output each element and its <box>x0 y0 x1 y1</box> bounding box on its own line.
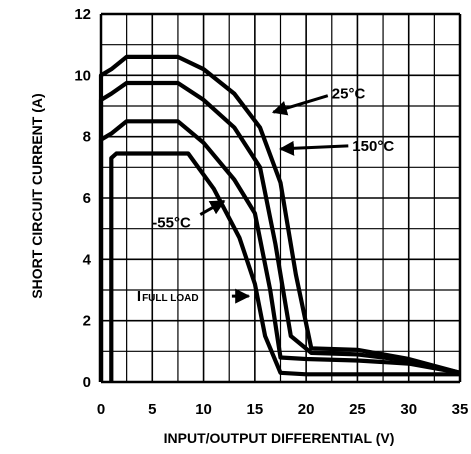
series-25c-line <box>98 54 461 382</box>
annotation-a150-arrow <box>279 140 349 156</box>
x-tick-label: 20 <box>298 401 315 418</box>
y-axis-label: SHORT CIRCUIT CURRENT (A) <box>29 93 45 298</box>
y-tick-label: 6 <box>83 190 91 207</box>
y-tick-label: 12 <box>74 6 91 23</box>
annotation-a25-arrow <box>271 94 329 116</box>
annotations: 25°C 150°C -55°C IFULL LOAD <box>137 86 394 305</box>
annotation-subscript: FULL LOAD <box>142 293 198 304</box>
series-lines <box>98 54 461 382</box>
x-tick-label: 10 <box>195 401 212 418</box>
x-tick-label: 15 <box>247 401 264 418</box>
annotation-am55-label: -55°C <box>152 215 191 232</box>
series-ifull-load-line <box>109 151 460 382</box>
y-tick-label: 4 <box>83 251 92 268</box>
annotation-am55-arrow <box>199 199 226 216</box>
y-tick-label: 10 <box>74 67 91 84</box>
x-axis-label: INPUT/OUTPUT DIFFERENTIAL (V) <box>164 430 395 446</box>
y-tick-label: 2 <box>83 313 91 330</box>
series-minus55c-line <box>98 119 461 382</box>
tick-labels: 0 5 10 15 20 25 30 35 0 2 4 6 8 10 12 <box>74 6 468 418</box>
annotation-a25-label: 25°C <box>332 86 366 103</box>
x-tick-label: 30 <box>400 401 417 418</box>
x-tick-label: 0 <box>97 401 105 418</box>
x-tick-label: 25 <box>349 401 366 418</box>
annotation-a150-label: 150°C <box>352 138 394 155</box>
series-150c-line <box>98 80 461 382</box>
y-tick-label: 8 <box>83 129 91 146</box>
grid <box>99 12 462 384</box>
x-tick-label: 5 <box>148 401 156 418</box>
x-tick-label: 35 <box>452 401 469 418</box>
annotation-aifl-label: IFULL LOAD <box>137 288 199 305</box>
y-tick-label: 0 <box>83 374 91 391</box>
